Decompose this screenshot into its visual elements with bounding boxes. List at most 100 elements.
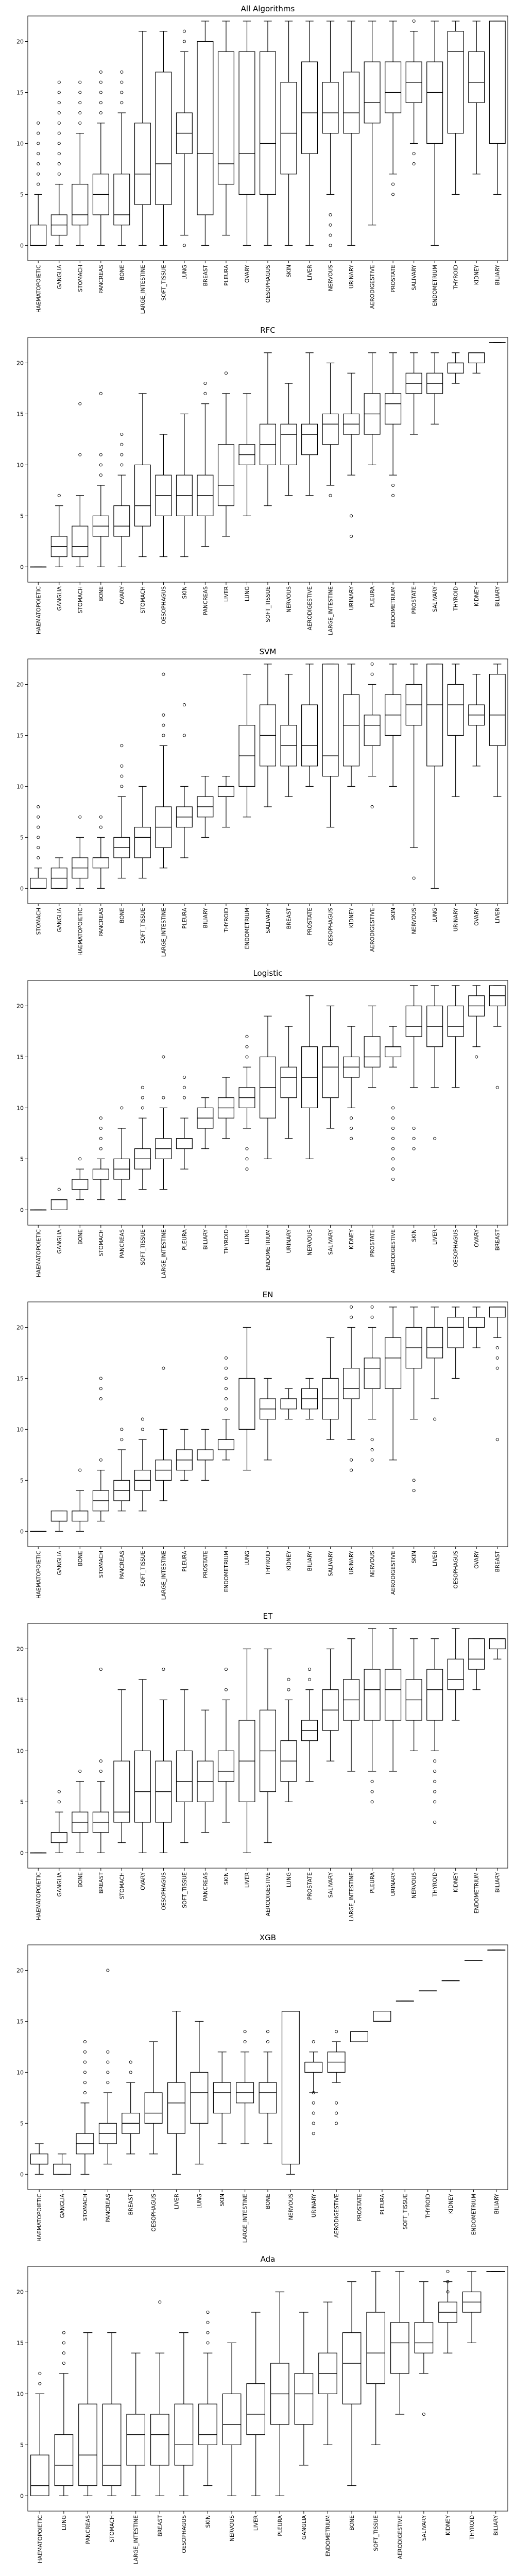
box xyxy=(366,2312,386,2384)
box xyxy=(322,664,339,777)
box xyxy=(217,1439,234,1450)
outlier-point xyxy=(162,723,165,727)
box xyxy=(447,31,464,134)
x-tick-label: BONE xyxy=(98,586,105,602)
outlier-point xyxy=(495,1356,499,1360)
outlier-point xyxy=(224,1387,228,1391)
outlier-point xyxy=(99,1137,102,1140)
outlier-point xyxy=(120,1428,124,1431)
box xyxy=(30,225,47,246)
box xyxy=(447,362,464,374)
chart-panel: All Algorithms 0 5 10 15 20 HAEMATOPOIETIC GANG… xyxy=(16,4,508,314)
x-tick-label: GANGLIA xyxy=(60,2193,66,2218)
outlier-point xyxy=(99,1769,102,1773)
outlier-point xyxy=(307,1668,312,1671)
y-tick-label: 5 xyxy=(20,191,24,198)
outlier-point xyxy=(83,2060,87,2064)
x-tick-label: KIDNEY xyxy=(474,264,480,285)
outlier-point xyxy=(37,825,40,829)
outlier-point xyxy=(433,1820,437,1824)
box xyxy=(176,1750,193,1802)
x-tick-label: GANGLIA xyxy=(301,2515,307,2539)
outlier-point xyxy=(245,1045,249,1048)
x-tick-label: AERODIGESTIVE xyxy=(390,1551,397,1595)
box xyxy=(489,1638,506,1650)
outlier-point xyxy=(182,1086,186,1089)
outlier-point xyxy=(120,463,124,467)
outlier-point xyxy=(412,1489,416,1493)
outlier-point xyxy=(224,1356,228,1360)
x-tick-label: STOMACH xyxy=(119,1872,125,1900)
outlier-point xyxy=(350,1468,353,1472)
x-tick-label: LARGE_INTESTINE xyxy=(328,586,334,635)
x-tick-label: PANCREAS xyxy=(98,908,105,937)
box xyxy=(322,82,339,134)
box xyxy=(92,1168,109,1180)
box xyxy=(72,526,89,557)
outlier-point xyxy=(141,1428,144,1431)
outlier-point xyxy=(78,121,82,125)
x-tick-label: PLEURA xyxy=(277,2515,283,2536)
outlier-point xyxy=(391,182,395,186)
outlier-point xyxy=(370,1305,374,1309)
x-tick-label: PROSTATE xyxy=(357,2194,363,2222)
outlier-point xyxy=(99,111,102,115)
box xyxy=(343,694,360,767)
x-tick-label: SOFT_TISSUE xyxy=(182,1872,188,1908)
x-tick-label: URINARY xyxy=(390,1872,397,1896)
x-tick-label: OESOPHAGUS xyxy=(265,265,271,303)
box xyxy=(447,684,464,736)
outlier-point xyxy=(106,2050,110,2054)
x-tick-label: KIDNEY xyxy=(349,1229,355,1249)
outlier-point xyxy=(57,1790,61,1793)
x-tick-label: PANCREAS xyxy=(202,586,209,615)
chart-panel: RFC 0 5 10 15 20 HAEMATOPOIETIC GANGLIA STOMACH B… xyxy=(16,326,508,635)
chart-title: SVM xyxy=(260,647,277,656)
x-tick-label: PROSTATE xyxy=(202,1551,209,1579)
outlier-point xyxy=(224,1668,228,1671)
x-tick-label: THYROID xyxy=(469,2515,475,2540)
box xyxy=(113,174,130,226)
outlier-point xyxy=(350,1137,353,1140)
x-tick-label: AERODIGESTIVE xyxy=(390,1229,397,1273)
box xyxy=(167,2082,185,2134)
x-tick-label: ENDOMETRIUM xyxy=(432,265,438,306)
outlier-point xyxy=(370,1790,374,1793)
y-tick-label: 0 xyxy=(20,2493,24,2499)
x-tick-label: SALIVARY xyxy=(421,2515,427,2540)
y-tick-label: 5 xyxy=(20,1156,24,1162)
box xyxy=(50,1832,67,1843)
x-tick-label: BREAST xyxy=(495,1229,501,1250)
outlier-point xyxy=(99,463,102,467)
y-tick-label: 0 xyxy=(20,1207,24,1213)
x-tick-label: OVARY xyxy=(474,1229,480,1247)
box xyxy=(468,1317,485,1328)
outlier-point xyxy=(350,1458,353,1462)
y-tick-label: 5 xyxy=(20,2120,24,2127)
outlier-point xyxy=(129,2071,132,2074)
outlier-point xyxy=(78,1157,82,1161)
box xyxy=(222,2393,242,2445)
outlier-point xyxy=(446,2280,450,2283)
outlier-point xyxy=(412,19,416,23)
x-tick-label: LARGE_INTESTINE xyxy=(349,1872,355,1921)
outlier-point xyxy=(57,111,61,115)
outlier-point xyxy=(158,2300,162,2304)
x-tick-label: PLEURA xyxy=(380,2193,386,2214)
outlier-point xyxy=(182,29,186,33)
x-tick-label: PLEURA xyxy=(182,1229,188,1250)
outlier-point xyxy=(62,2341,65,2345)
outlier-point xyxy=(266,2030,270,2033)
x-tick-label: ENDOMETRIUM xyxy=(265,1229,271,1270)
outlier-point xyxy=(329,213,332,216)
box xyxy=(385,393,402,425)
outlier-point xyxy=(120,80,124,84)
box xyxy=(176,1138,193,1149)
box xyxy=(30,2154,48,2165)
outlier-point xyxy=(83,2050,87,2054)
x-tick-label: HAEMATOPOIETIC xyxy=(37,2515,43,2563)
outlier-point xyxy=(350,1305,353,1309)
box xyxy=(260,51,276,195)
x-tick-label: PROSTATE xyxy=(307,908,313,936)
x-tick-label: GANGLIA xyxy=(57,907,63,932)
